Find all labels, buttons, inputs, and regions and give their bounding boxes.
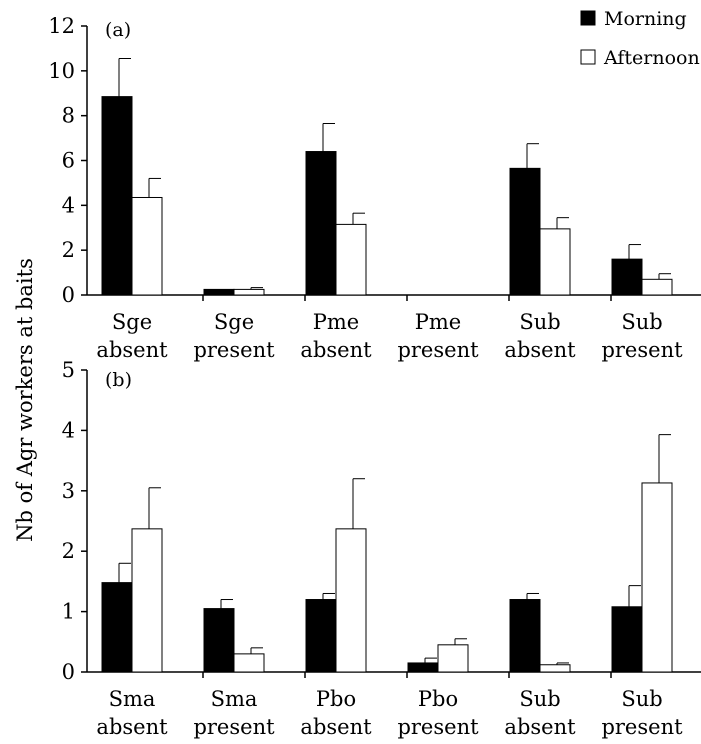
category-label-line1: Pbo: [418, 687, 458, 711]
category-label-line1: Pbo: [316, 687, 356, 711]
y-tick-label: 3: [62, 479, 75, 503]
category-label-line2: present: [601, 338, 683, 362]
category-label-line1: Pme: [313, 310, 359, 334]
category-label-line2: absent: [96, 338, 168, 362]
category-label-line2: present: [601, 715, 683, 739]
bar-morning-5: [611, 258, 643, 296]
bar-morning-1: [203, 608, 235, 673]
category-label-line1: Pme: [415, 310, 461, 334]
y-tick-label: 1: [62, 600, 75, 624]
y-tick-label: 12: [48, 14, 75, 38]
category-label-line2: absent: [504, 338, 576, 362]
y-axis-label: Nb of Agr workers at baits: [13, 258, 37, 542]
category-label-line2: present: [397, 338, 479, 362]
bar-afternoon-5: [641, 482, 673, 673]
category-label-line1: Sge: [112, 310, 152, 334]
legend-swatch-morning: [580, 10, 596, 26]
bar-morning-4: [509, 599, 541, 673]
y-tick-label: 4: [62, 193, 75, 217]
category-label-line1: Sma: [109, 687, 156, 711]
category-label-line2: absent: [300, 338, 372, 362]
y-tick-label: 4: [62, 418, 75, 442]
bar-morning-1: [203, 288, 235, 296]
bar-afternoon-2: [335, 528, 367, 673]
bar-morning-0: [101, 96, 133, 296]
legend: Morning Afternoon: [580, 8, 700, 69]
y-tick-label: 8: [62, 104, 75, 128]
bar-morning-0: [101, 582, 133, 673]
bar-afternoon-0: [131, 196, 163, 296]
category-label-line1: Sub: [621, 687, 662, 711]
category-label-line2: present: [193, 338, 275, 362]
category-label-line2: present: [397, 715, 479, 739]
y-tick-label: 10: [48, 59, 75, 83]
bar-morning-5: [611, 606, 643, 673]
bar-afternoon-5: [641, 278, 673, 296]
category-label-line2: absent: [300, 715, 372, 739]
y-tick-label: 0: [62, 283, 75, 307]
panel-label: (a): [105, 19, 131, 41]
y-tick-label: 2: [62, 238, 75, 262]
y-tick-label: 5: [62, 358, 75, 382]
bar-afternoon-4: [539, 664, 571, 673]
legend-label-afternoon: Afternoon: [603, 47, 700, 69]
bar-afternoon-1: [233, 653, 265, 673]
bar-morning-4: [509, 167, 541, 296]
category-label-line1: Sma: [211, 687, 258, 711]
panel-a: 0 2 4 6 8 10 12 (a) Sge absent Sge present Pme absent…: [48, 14, 701, 362]
category-label-line2: absent: [96, 715, 168, 739]
category-label-line1: Sge: [214, 310, 254, 334]
panel-label: (b): [105, 369, 132, 391]
y-tick-label: 0: [62, 660, 75, 684]
y-tick-label: 6: [62, 149, 75, 173]
category-label-line1: Sub: [519, 310, 560, 334]
category-label-line1: Sub: [519, 687, 560, 711]
legend-swatch-afternoon: [580, 49, 596, 65]
bar-morning-2: [305, 599, 337, 673]
category-label-line1: Sub: [621, 310, 662, 334]
bar-afternoon-1: [233, 288, 265, 296]
legend-label-morning: Morning: [604, 8, 687, 30]
bar-afternoon-0: [131, 528, 163, 673]
bar-afternoon-4: [539, 228, 571, 296]
bar-afternoon-2: [335, 223, 367, 296]
panel-b: 0 1 2 3 4 5 (b) Sma absent Sma present Pbo absent Pbo…: [62, 358, 701, 739]
bar-afternoon-3: [437, 644, 469, 673]
bar-morning-2: [305, 151, 337, 296]
category-label-line2: absent: [504, 715, 576, 739]
y-tick-label: 2: [62, 539, 75, 563]
bar-morning-3: [407, 662, 439, 673]
category-label-line2: present: [193, 715, 275, 739]
